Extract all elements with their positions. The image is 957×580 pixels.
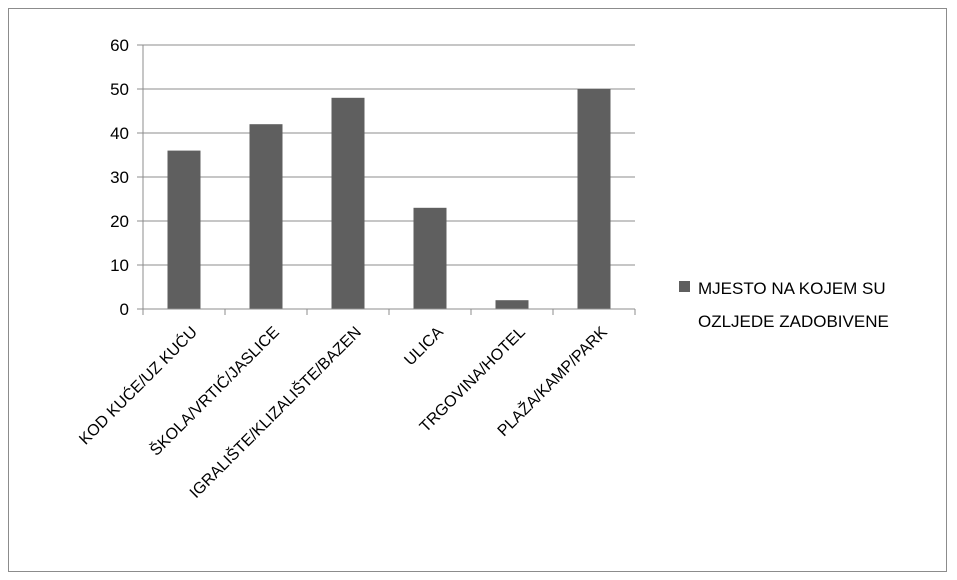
y-tick-label: 60 — [110, 36, 129, 55]
y-tick-label: 20 — [110, 212, 129, 231]
y-tick-label: 40 — [110, 124, 129, 143]
x-category-label: ULICA — [401, 324, 447, 370]
legend-label-line-2: OZLJEDE ZADOBIVENE — [698, 312, 889, 331]
bar — [495, 300, 529, 309]
bar — [331, 97, 365, 309]
y-tick-label: 30 — [110, 168, 129, 187]
chart-frame: 0 10 20 30 40 50 60 KOD KUĆE/UZ KUĆU ŠKOLA/VRTI… — [8, 8, 947, 572]
bar — [167, 150, 201, 309]
axes — [137, 44, 636, 315]
x-category-label: ŠKOLA/VRTIĆ/JASLICE — [146, 322, 283, 459]
bar — [413, 207, 447, 309]
y-tick-labels: 0 10 20 30 40 50 60 — [110, 36, 129, 319]
bar — [577, 89, 611, 309]
legend-label: MJESTO NA KOJEM SU OZLJEDE ZADOBIVENE — [698, 279, 890, 331]
gridlines — [143, 44, 635, 266]
bars — [167, 89, 611, 309]
legend: MJESTO NA KOJEM SU OZLJEDE ZADOBIVENE — [679, 279, 890, 331]
bar — [249, 124, 283, 309]
legend-label-line-1: MJESTO NA KOJEM SU — [698, 279, 886, 298]
bar-chart: 0 10 20 30 40 50 60 KOD KUĆE/UZ KUĆUŠKOLA/VRTI… — [75, 36, 890, 502]
x-category-labels: KOD KUĆE/UZ KUĆUŠKOLA/VRTIĆ/JASLICEIGRAL… — [75, 322, 611, 502]
y-tick-label: 50 — [110, 80, 129, 99]
x-category-label: IGRALIŠTE/KLIZALIŠTE/BAZEN — [185, 322, 364, 501]
legend-swatch — [679, 281, 690, 292]
y-tick-label: 0 — [120, 300, 129, 319]
y-tick-label: 10 — [110, 256, 129, 275]
